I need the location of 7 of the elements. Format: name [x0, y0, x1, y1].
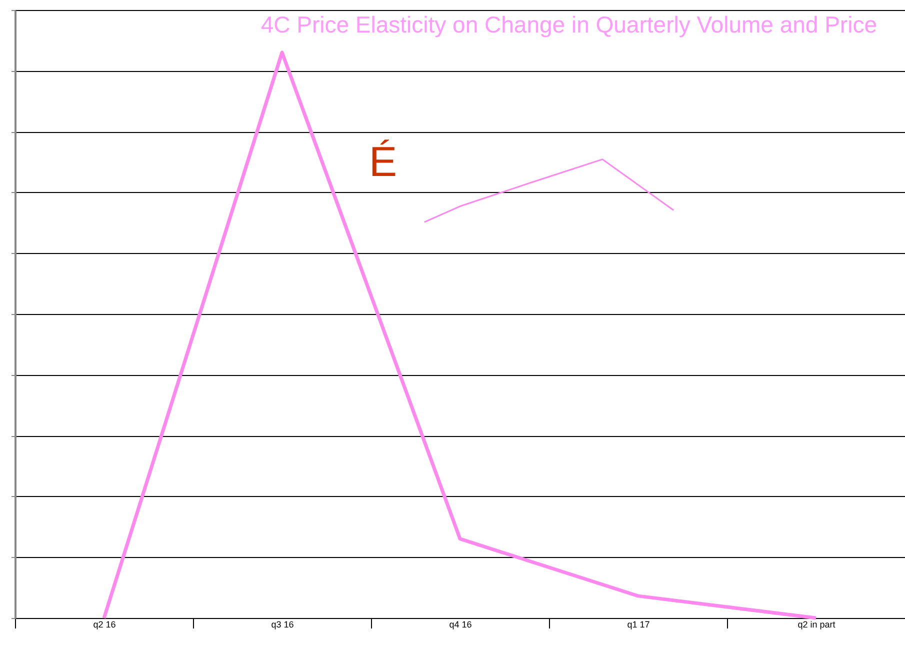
- x-tick-label: q4 16: [449, 620, 472, 630]
- annotation: É: [368, 138, 398, 185]
- x-tick-label: q1 17: [627, 620, 650, 630]
- chart-title: 4C Price Elasticity on Change in Quarterly Volume and Price: [260, 12, 877, 38]
- x-tick-label: q3 16: [271, 620, 294, 630]
- x-tick-label: q2 in part: [798, 620, 836, 630]
- x-tick-label: q2 16: [93, 620, 116, 630]
